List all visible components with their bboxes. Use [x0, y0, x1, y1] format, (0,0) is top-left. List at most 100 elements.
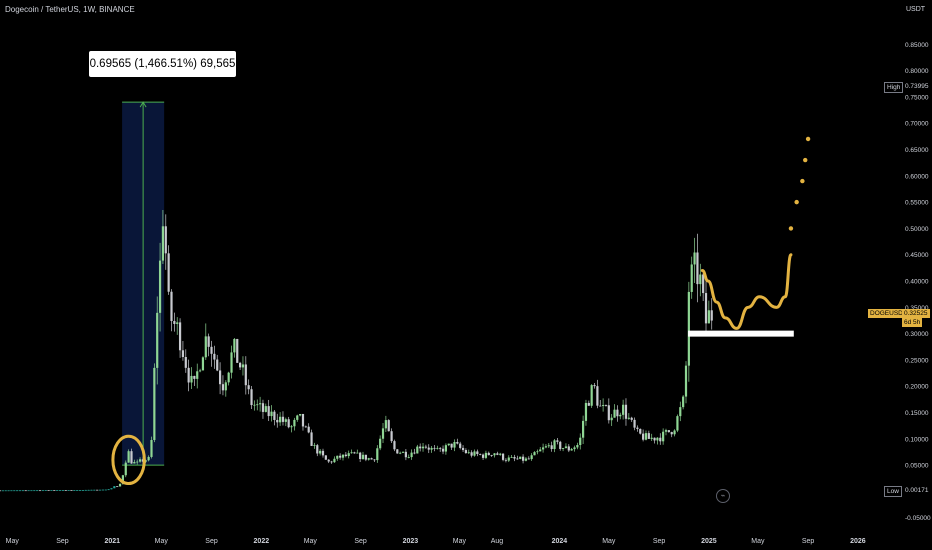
candle-body [36, 490, 39, 492]
candle-body [127, 451, 130, 463]
x-tick-label: Sep [56, 538, 69, 545]
y-tick-label: 0.75000 [905, 94, 929, 101]
candle-body [484, 452, 488, 458]
candle-body [373, 459, 376, 461]
candle-body [539, 449, 542, 452]
candle-body [264, 406, 267, 412]
candle-body [710, 310, 713, 321]
candle-body [653, 437, 656, 441]
candle-body [561, 448, 565, 449]
x-tick-label: May [155, 538, 169, 545]
candle-body [27, 490, 30, 492]
candle-body [441, 448, 445, 452]
candle-body [78, 490, 82, 491]
bar-countdown: 6d 5h [902, 318, 923, 327]
candle-body [470, 452, 473, 456]
candle-body [296, 415, 299, 420]
candle-body [396, 449, 399, 454]
candle-body [244, 364, 247, 386]
candle-body [547, 445, 550, 447]
y-axis: -0.050000.000000.050000.100000.150000.20… [905, 42, 931, 522]
candle-body [622, 404, 625, 415]
candle-body [582, 420, 585, 438]
candle-body [513, 456, 516, 459]
candle-body [427, 447, 430, 450]
forecast-dot [800, 178, 805, 184]
candle-body [138, 459, 142, 462]
measure-tooltip: 0.69565 (1,466.51%) 69,565 [89, 51, 236, 77]
candle-body [393, 441, 396, 450]
candle-body [693, 252, 696, 265]
y-tick-label: 0.80000 [905, 68, 929, 75]
candle-body [147, 456, 150, 461]
candle-body [107, 489, 110, 491]
symbol-price-tag: DOGEUSDT [868, 309, 909, 318]
candle-body [421, 446, 425, 449]
candle-body [576, 444, 579, 448]
candle-body [630, 417, 633, 420]
candle-body [101, 489, 104, 491]
candle-body [64, 490, 67, 491]
candle-body [113, 486, 116, 489]
y-tick-label: 0.60000 [905, 173, 929, 180]
candle-body [333, 458, 336, 463]
candle-body [236, 338, 239, 363]
candle-body [121, 475, 125, 484]
symbol-title: Dogecoin / TetherUS, 1W, BINANCE [5, 5, 135, 14]
candle-body [699, 274, 702, 285]
candle-body [261, 403, 265, 412]
candle-body [476, 451, 479, 455]
candle-body [304, 426, 307, 428]
candle-body [610, 417, 613, 421]
candle-body [707, 310, 710, 324]
candle-body [430, 447, 433, 450]
candle-body [384, 420, 387, 429]
candle-body [84, 489, 87, 491]
candle-body [544, 446, 548, 448]
tradingview-logo-icon[interactable]: ⌁ [716, 489, 730, 503]
candle-body [170, 291, 173, 321]
candle-body [256, 404, 259, 406]
measure-arrow-head [139, 101, 147, 108]
candle-body [178, 322, 182, 351]
candle-body [607, 405, 610, 421]
candle-body [158, 260, 162, 313]
candle-body [667, 430, 670, 433]
candle-body [516, 458, 519, 460]
candle-body [110, 488, 113, 490]
candle-body [644, 433, 648, 440]
candle-body [230, 352, 233, 373]
candle-body [87, 489, 90, 491]
candle-body [704, 293, 708, 324]
y-tick-label: 0.30000 [905, 331, 929, 338]
candle-body [616, 409, 619, 417]
candle-body [321, 450, 325, 456]
candle-body [450, 443, 453, 448]
candle-body [10, 490, 13, 492]
forecast-dot [803, 157, 808, 163]
forecast-dot [805, 136, 811, 142]
candle-body [419, 446, 422, 449]
candle-body [301, 413, 305, 427]
candle-body [399, 452, 402, 454]
y-tick-label: 0.55000 [905, 200, 929, 207]
candle-body [13, 490, 16, 492]
x-tick-label: May [304, 538, 318, 545]
candle-body [376, 448, 379, 461]
candle-body [233, 338, 236, 353]
candle-body [330, 461, 333, 463]
candle-body [527, 458, 530, 460]
candle-body [567, 446, 570, 451]
candle-body [327, 459, 330, 462]
candle-body [556, 440, 559, 442]
candle-body [0, 490, 2, 492]
candle-body [536, 451, 539, 453]
candle-body [447, 443, 450, 446]
candle-body [361, 454, 365, 460]
candle-body [664, 430, 668, 432]
candle-body [596, 386, 599, 406]
forecast-dot [794, 199, 799, 205]
candle-body [18, 490, 22, 492]
candle-body [259, 403, 262, 405]
